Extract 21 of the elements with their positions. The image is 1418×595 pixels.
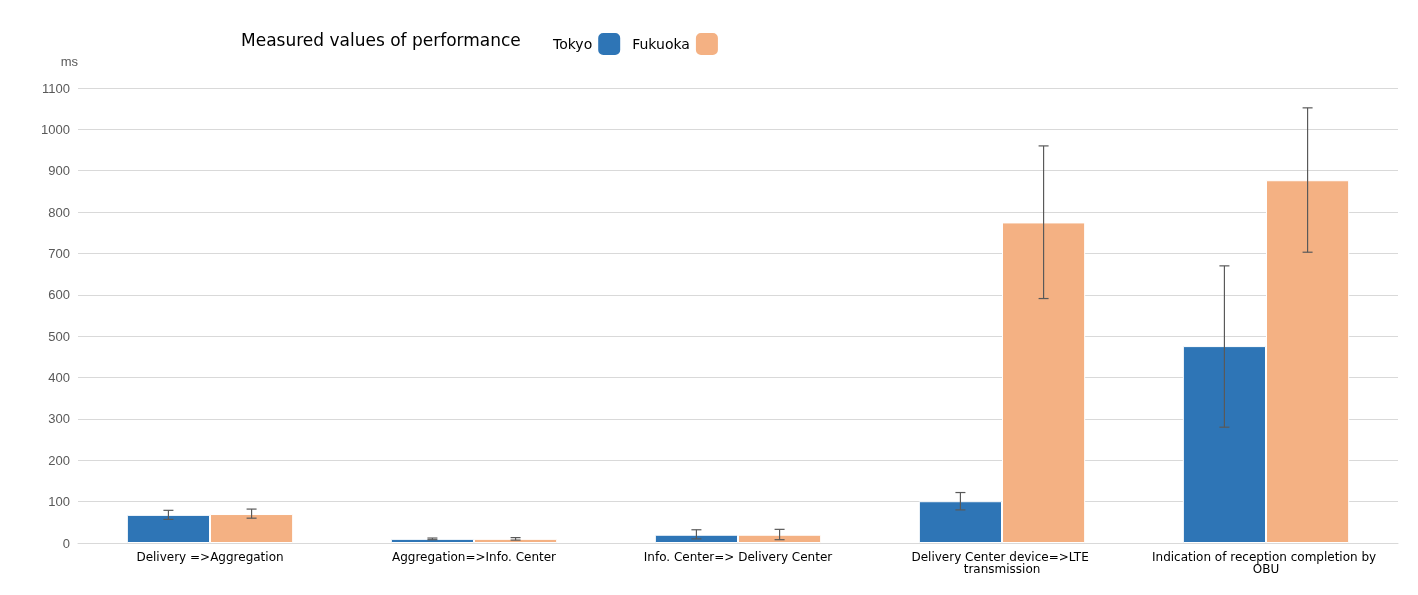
x-tick-label: Delivery Center device=>LTE transmission (911, 550, 1093, 576)
y-tick-label: 500 (48, 328, 70, 344)
x-tick-label: Info. Center=> Delivery Center (643, 550, 833, 564)
x-tick-label: Delivery =>Aggregation (136, 550, 284, 564)
y-axis-title: ms (60, 54, 79, 69)
legend-label: Fukuoka (632, 36, 690, 52)
y-tick-label: 100 (48, 494, 70, 510)
y-tick-label: 800 (48, 204, 70, 220)
legend-label: Tokyo (551, 36, 593, 52)
chart-title: Measured values of performance (241, 29, 521, 50)
x-tick-label: Indication of reception completion by OBU (1152, 550, 1380, 576)
y-tick-label: 1000 (41, 121, 70, 137)
y-tick-label: 0 (62, 535, 70, 551)
x-tick-label: Aggregation=>Info. Center (391, 550, 557, 564)
y-tick-label: 700 (48, 245, 70, 261)
y-tick-label: 300 (48, 411, 70, 427)
y-tick-label: 400 (48, 370, 70, 386)
y-tick-label: 600 (48, 287, 70, 303)
y-tick-label: 200 (48, 452, 70, 468)
y-tick-label: 1100 (42, 80, 70, 96)
y-tick-label: 900 (48, 163, 70, 179)
